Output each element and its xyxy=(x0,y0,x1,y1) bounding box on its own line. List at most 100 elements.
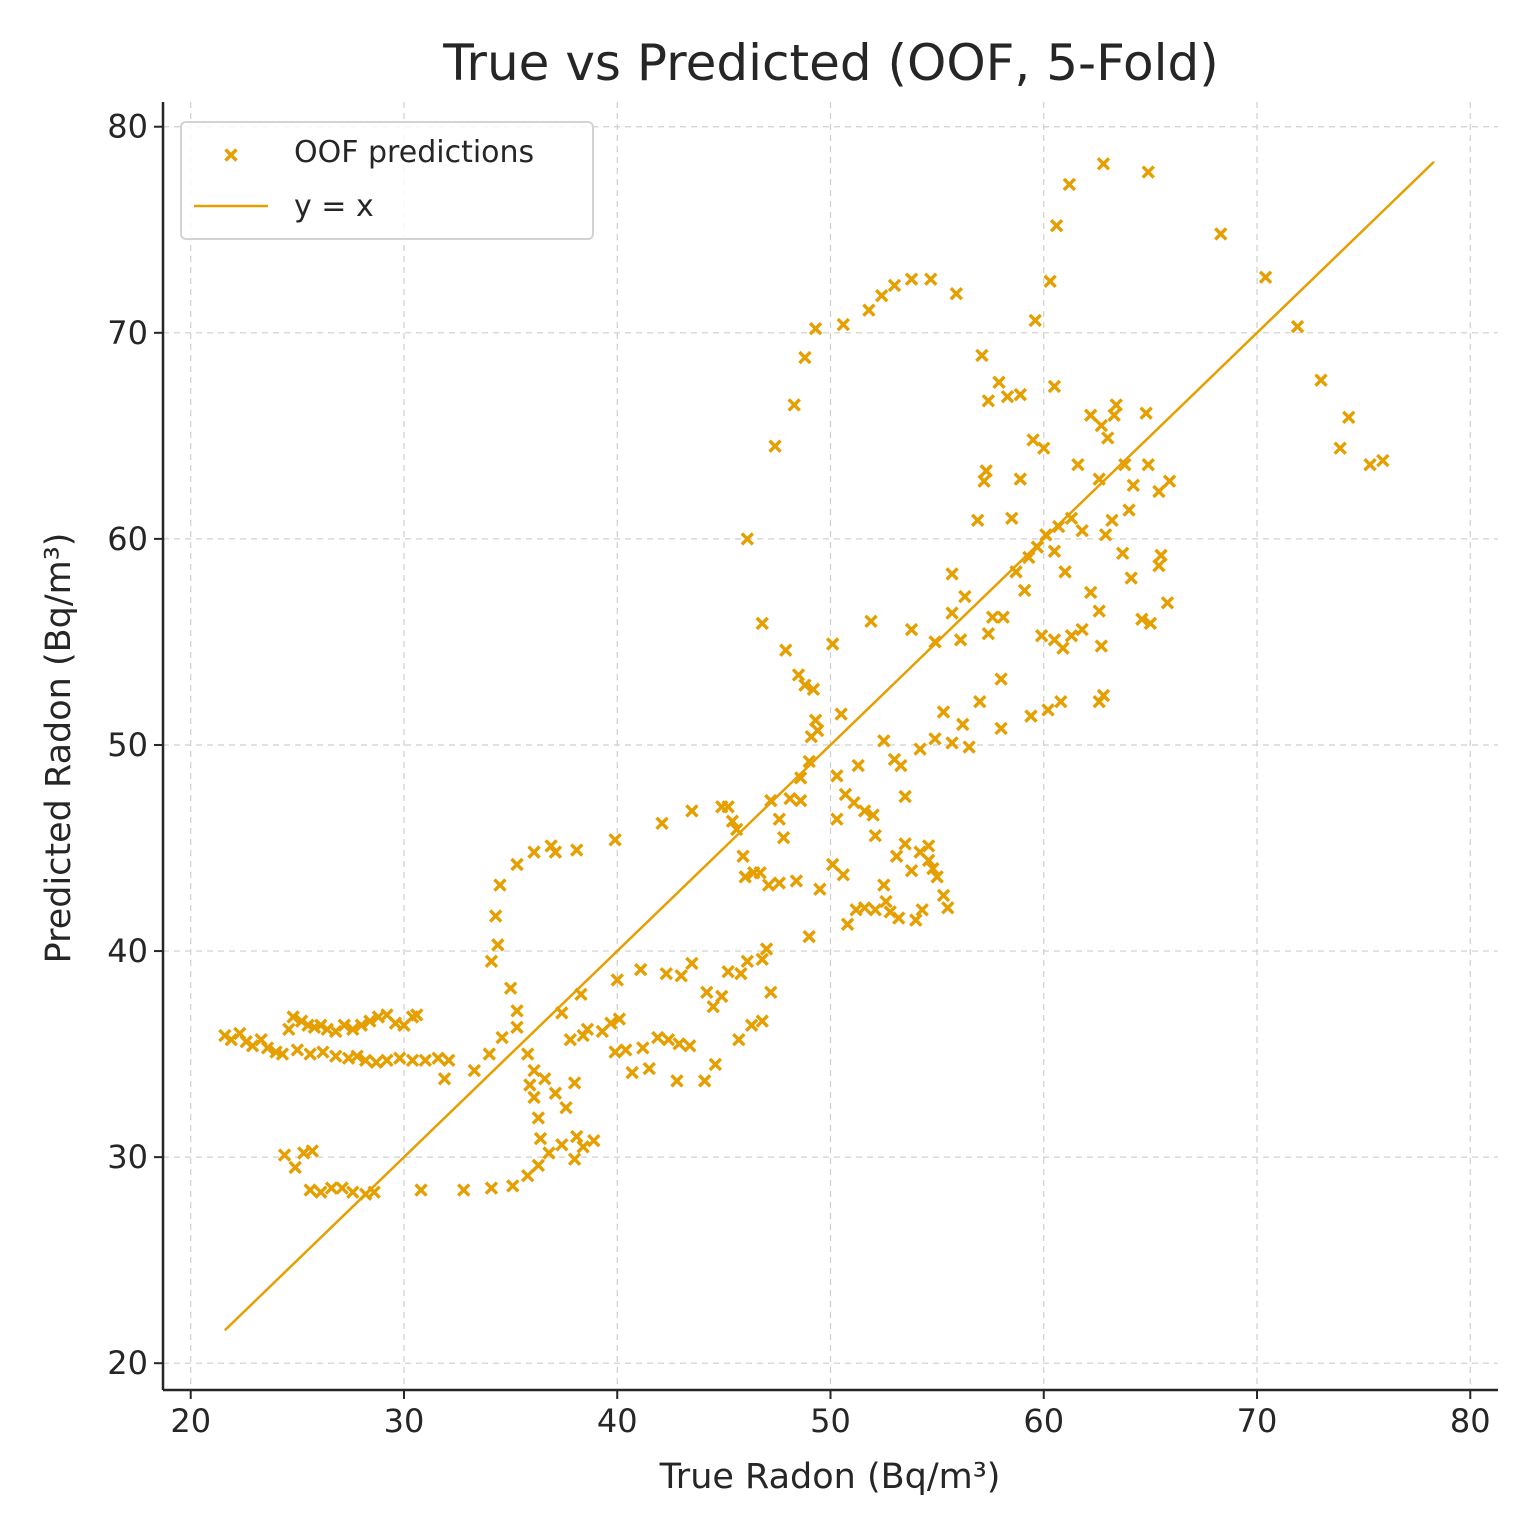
data-point-marker xyxy=(836,317,850,332)
data-point-marker xyxy=(926,861,940,876)
data-point-marker xyxy=(811,723,825,738)
data-point-marker xyxy=(904,622,919,637)
data-point-marker xyxy=(527,1090,541,1105)
data-point-marker xyxy=(520,1047,535,1061)
data-point-marker xyxy=(587,1133,601,1148)
data-point-marker xyxy=(1030,540,1045,554)
data-point-marker xyxy=(329,1049,343,1063)
data-point-marker xyxy=(851,758,865,773)
data-point-marker xyxy=(793,771,808,785)
data-points xyxy=(218,157,1390,1201)
data-point-marker xyxy=(755,616,769,631)
data-point-marker xyxy=(738,870,752,884)
data-point-marker xyxy=(1363,457,1377,472)
y-tick-label: 80 xyxy=(107,108,148,146)
data-point-marker xyxy=(1126,478,1141,493)
data-point-marker xyxy=(761,878,776,892)
data-point-marker xyxy=(456,1183,471,1197)
data-point-marker xyxy=(303,1183,317,1197)
data-point-marker xyxy=(431,1051,445,1065)
y-axis-label: Predicted Radon (Bq/m³) xyxy=(39,533,79,964)
data-point-marker xyxy=(830,769,844,783)
data-point-marker xyxy=(685,956,699,971)
data-point-marker xyxy=(1139,406,1153,420)
data-point-marker xyxy=(1105,513,1119,528)
data-point-marker xyxy=(346,1185,360,1199)
data-point-marker xyxy=(936,888,951,903)
data-point-marker xyxy=(734,967,748,981)
data-point-marker xyxy=(862,303,876,317)
data-point-marker xyxy=(753,866,767,880)
data-point-marker xyxy=(764,793,778,808)
data-point-marker xyxy=(414,1183,428,1197)
x-tick-label: 20 xyxy=(170,1402,211,1440)
data-point-marker xyxy=(1054,694,1068,709)
data-point-marker xyxy=(840,917,855,931)
data-point-marker xyxy=(354,1018,369,1032)
data-point-marker xyxy=(892,911,906,925)
data-point-marker xyxy=(958,589,972,604)
data-point-marker xyxy=(909,913,923,927)
data-point-marker xyxy=(1094,418,1109,433)
data-point-marker xyxy=(857,901,872,915)
data-point-marker xyxy=(715,989,729,1004)
legend-marker-x-icon xyxy=(224,148,238,162)
data-point-marker xyxy=(806,682,821,697)
data-point-marker xyxy=(442,1053,456,1067)
data-point-marker xyxy=(802,929,816,944)
data-point-marker xyxy=(493,878,507,892)
data-point-marker xyxy=(945,736,959,750)
data-point-marker xyxy=(759,942,774,956)
x-tick-label: 50 xyxy=(810,1402,851,1440)
legend-label-oof-predictions: OOF predictions xyxy=(294,135,534,170)
data-point-marker xyxy=(732,1032,746,1047)
data-point-marker xyxy=(1141,457,1155,472)
data-point-marker xyxy=(915,903,929,917)
data-point-marker xyxy=(936,705,951,719)
data-point-marker xyxy=(1041,703,1055,717)
data-point-marker xyxy=(1071,457,1085,472)
data-point-marker xyxy=(559,1100,573,1115)
data-point-marker xyxy=(510,1020,524,1035)
x-tick-label: 80 xyxy=(1450,1402,1491,1440)
data-point-marker xyxy=(576,1140,590,1154)
data-point-marker xyxy=(1026,433,1040,447)
data-point-marker xyxy=(612,1012,627,1026)
data-point-marker xyxy=(894,758,908,773)
data-point-marker xyxy=(350,1049,364,1063)
data-point-marker xyxy=(836,868,850,882)
data-point-marker xyxy=(418,1053,433,1067)
data-point-marker xyxy=(1009,565,1023,579)
data-point-marker xyxy=(520,1168,535,1183)
data-point-marker xyxy=(729,822,744,837)
data-point-marker xyxy=(928,635,942,649)
data-point-marker xyxy=(633,962,648,977)
data-point-marker xyxy=(655,816,669,830)
data-point-marker xyxy=(798,350,812,365)
data-point-marker xyxy=(337,1018,351,1032)
data-point-marker xyxy=(1109,398,1123,412)
data-point-marker xyxy=(877,878,891,892)
data-point-marker xyxy=(314,1185,328,1199)
data-point-marker xyxy=(1092,472,1106,486)
data-point-marker xyxy=(608,1045,622,1059)
data-point-marker xyxy=(898,789,912,804)
data-point-marker xyxy=(1062,177,1077,192)
data-point-marker xyxy=(830,812,844,826)
data-point-marker xyxy=(755,1014,769,1028)
data-point-marker xyxy=(868,828,882,843)
legend-box xyxy=(180,121,594,240)
data-point-marker xyxy=(531,1158,546,1173)
data-point-marker xyxy=(367,1185,381,1199)
data-point-marker xyxy=(755,952,769,966)
data-point-marker xyxy=(619,1043,633,1057)
data-point-marker xyxy=(527,845,541,859)
data-point-marker xyxy=(945,606,959,620)
data-point-marker xyxy=(642,1061,656,1076)
data-point-marker xyxy=(808,321,823,336)
data-point-marker xyxy=(975,348,989,363)
data-point-marker xyxy=(825,637,840,651)
data-point-marker xyxy=(708,1057,723,1072)
data-point-marker xyxy=(670,1074,684,1088)
data-point-marker xyxy=(1141,165,1155,179)
